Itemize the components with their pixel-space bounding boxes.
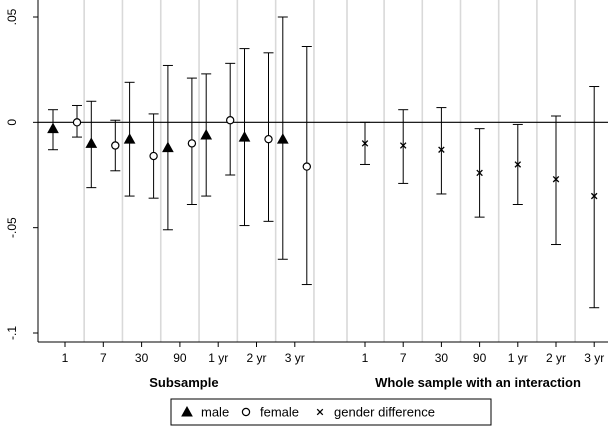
marker-male xyxy=(123,133,136,144)
error-bar-gender-difference xyxy=(398,109,409,184)
legend-label: male xyxy=(201,405,229,420)
marker-female xyxy=(264,134,273,144)
marker-male xyxy=(162,141,174,153)
marker-gender-difference xyxy=(316,408,324,416)
marker-male xyxy=(276,133,289,144)
marker-gender-difference xyxy=(476,169,483,177)
x-tick-label: 7 xyxy=(100,351,107,365)
marker-male xyxy=(238,131,251,142)
y-tick-label: 0 xyxy=(5,119,19,126)
marker-male xyxy=(200,128,213,140)
marker-female xyxy=(302,162,311,171)
axes: .05 0 -.05 -.1 xyxy=(5,0,608,343)
marker-female xyxy=(149,151,158,161)
marker-female xyxy=(187,139,197,148)
group-label: Whole sample with an interaction xyxy=(375,375,581,390)
group-label: Subsample xyxy=(149,375,218,390)
x-tick-label: 7 xyxy=(400,351,407,365)
x-tick-label: 3 yr xyxy=(285,351,305,365)
marker-male xyxy=(181,405,193,417)
marker-female xyxy=(111,141,120,150)
grid-separators xyxy=(83,0,576,342)
marker-gender-difference xyxy=(590,192,598,200)
x-tick-label: 30 xyxy=(135,351,149,365)
x-tick-label: 30 xyxy=(435,351,449,365)
markers xyxy=(47,116,598,200)
marker-female xyxy=(72,118,82,127)
group-labels: Subsample Whole sample with an interactio… xyxy=(149,375,581,390)
legend-label: gender difference xyxy=(334,405,435,420)
legend-box xyxy=(170,398,492,426)
x-tick-label: 1 xyxy=(62,351,69,365)
x-tick-label: 1 xyxy=(362,351,369,365)
x-tick-labels: 1 7 30 90 1 yr 2 yr 3 yr 1 7 30 90 1 yr 2 yr 3 yr xyxy=(62,342,604,365)
legend-label: female xyxy=(260,405,299,420)
error-bar-gender-difference xyxy=(551,115,561,246)
error-bar-gender-difference xyxy=(436,107,447,195)
marker-gender-difference xyxy=(399,142,407,149)
marker-gender-difference xyxy=(361,140,369,147)
x-tick-label: 3 yr xyxy=(584,351,604,365)
y-tick-label: -.05 xyxy=(5,217,19,238)
x-tick-label: 1 yr xyxy=(508,351,528,365)
error-bar-gender-difference xyxy=(589,86,600,309)
x-tick-label: 90 xyxy=(473,351,487,365)
marker-female xyxy=(225,116,235,125)
x-tick-label: 2 yr xyxy=(246,351,266,365)
x-tick-label: 1 yr xyxy=(208,351,228,365)
marker-gender-difference xyxy=(552,175,560,183)
legend: male female gender difference xyxy=(170,398,492,426)
marker-male xyxy=(85,137,98,148)
y-tick-label: .05 xyxy=(5,8,19,25)
marker-female xyxy=(241,407,251,417)
marker-gender-difference xyxy=(514,161,522,168)
x-tick-label: 90 xyxy=(173,351,187,365)
marker-male xyxy=(47,122,59,134)
marker-gender-difference xyxy=(438,146,445,153)
x-tick-label: 2 yr xyxy=(546,351,566,365)
y-tick-label: -.1 xyxy=(5,326,19,340)
